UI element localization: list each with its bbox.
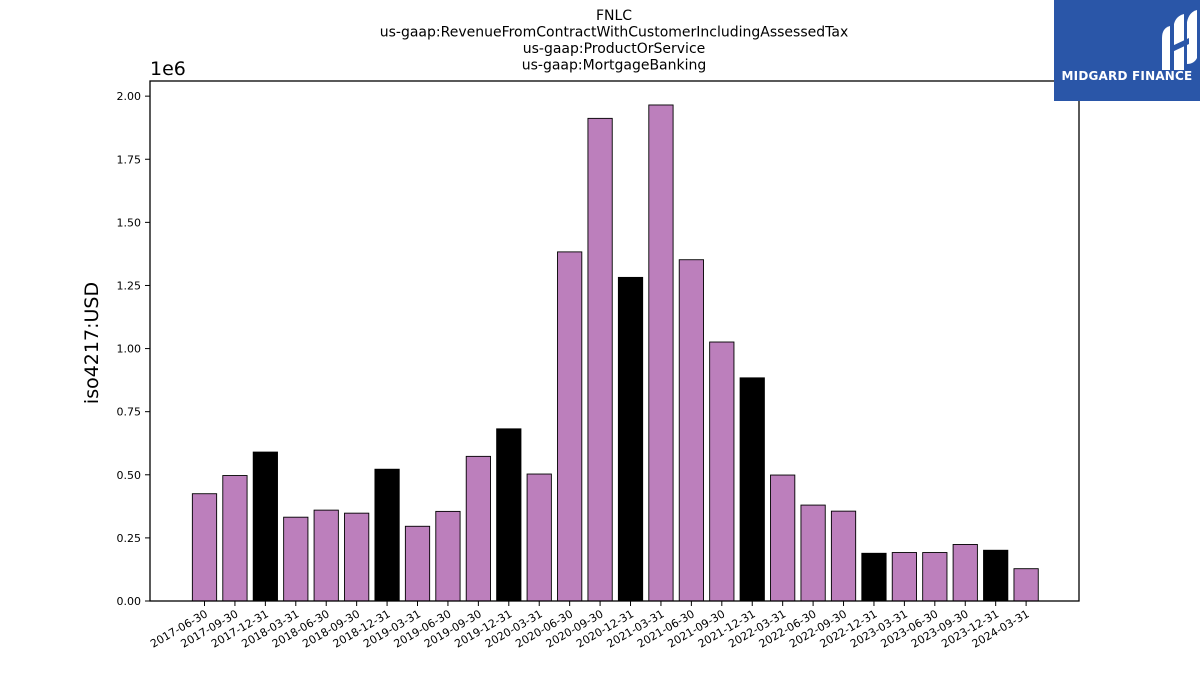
bar-2017-09-30 [222, 475, 248, 602]
bar-2020-03-31 [526, 473, 552, 602]
bar-2022-09-30 [830, 510, 857, 602]
chart-title-line: FNLC [596, 8, 632, 24]
bar-2023-03-31 [891, 552, 917, 602]
y-tick-label: 1.00 [117, 343, 142, 356]
bar-2018-03-31 [283, 516, 309, 602]
y-tick-label: 1.25 [117, 279, 142, 292]
bar-2024-03-31 [1013, 568, 1039, 602]
y-tick-label: 0.50 [117, 469, 142, 482]
bar-2017-06-30 [191, 493, 218, 602]
bar-2022-12-31 [861, 552, 887, 602]
bar-2020-06-30 [557, 251, 583, 602]
logo-text: MIDGARD FINANCE [1061, 69, 1193, 83]
chart-title-line: us-gaap:RevenueFromContractWithCustomerI… [380, 25, 849, 41]
bar-2023-12-31 [983, 549, 1009, 602]
bar-2019-09-30 [465, 455, 491, 602]
y-tick-label: 0.25 [117, 532, 142, 545]
bar-2021-09-30 [709, 341, 735, 602]
y-tick-label: 1.75 [117, 153, 142, 166]
bar-2023-06-30 [922, 552, 948, 602]
bar-2017-12-31 [252, 451, 278, 602]
bar-2018-09-30 [344, 512, 370, 602]
bar-2019-12-31 [496, 428, 522, 602]
y-tick-label: 2.00 [117, 90, 142, 103]
bars-group [191, 104, 1039, 602]
bar-2019-03-31 [404, 525, 431, 602]
y-tick-label: 0.00 [117, 595, 142, 608]
x-axis: 2017-06-302017-09-302017-12-312018-03-31… [148, 601, 1032, 651]
bar-2021-03-31 [648, 104, 674, 602]
bar-2020-12-31 [617, 276, 644, 602]
y-axis: 0.00 0.25 0.50 0.75 1.00 1.25 1.50 1.75 2.00 [117, 90, 150, 608]
chart-title: FNLCus-gaap:RevenueFromContractWithCusto… [380, 8, 849, 74]
y-offset-label: 1e6 [150, 58, 186, 80]
chart-title-line: us-gaap:ProductOrService [523, 41, 706, 57]
y-tick-label: 0.75 [117, 406, 142, 419]
y-tick-label: 1.50 [117, 216, 142, 229]
bar-2021-12-31 [739, 377, 765, 602]
bar-2018-06-30 [313, 509, 339, 602]
midgard-finance-logo: MIDGARD FINANCE [1054, 0, 1200, 101]
logo-mark-icon [1162, 10, 1197, 70]
bar-2020-09-30 [587, 117, 613, 602]
plot-frame [149, 80, 1080, 602]
bar-2018-12-31 [374, 468, 400, 602]
chart-title-line: us-gaap:MortgageBanking [522, 58, 707, 74]
bar-2023-09-30 [952, 544, 978, 602]
y-axis-label: iso4217:USD [81, 282, 103, 404]
bar-2022-03-31 [770, 474, 796, 602]
bar-2019-06-30 [435, 510, 461, 602]
bar-2022-06-30 [800, 504, 826, 602]
bar-2021-06-30 [678, 259, 704, 602]
